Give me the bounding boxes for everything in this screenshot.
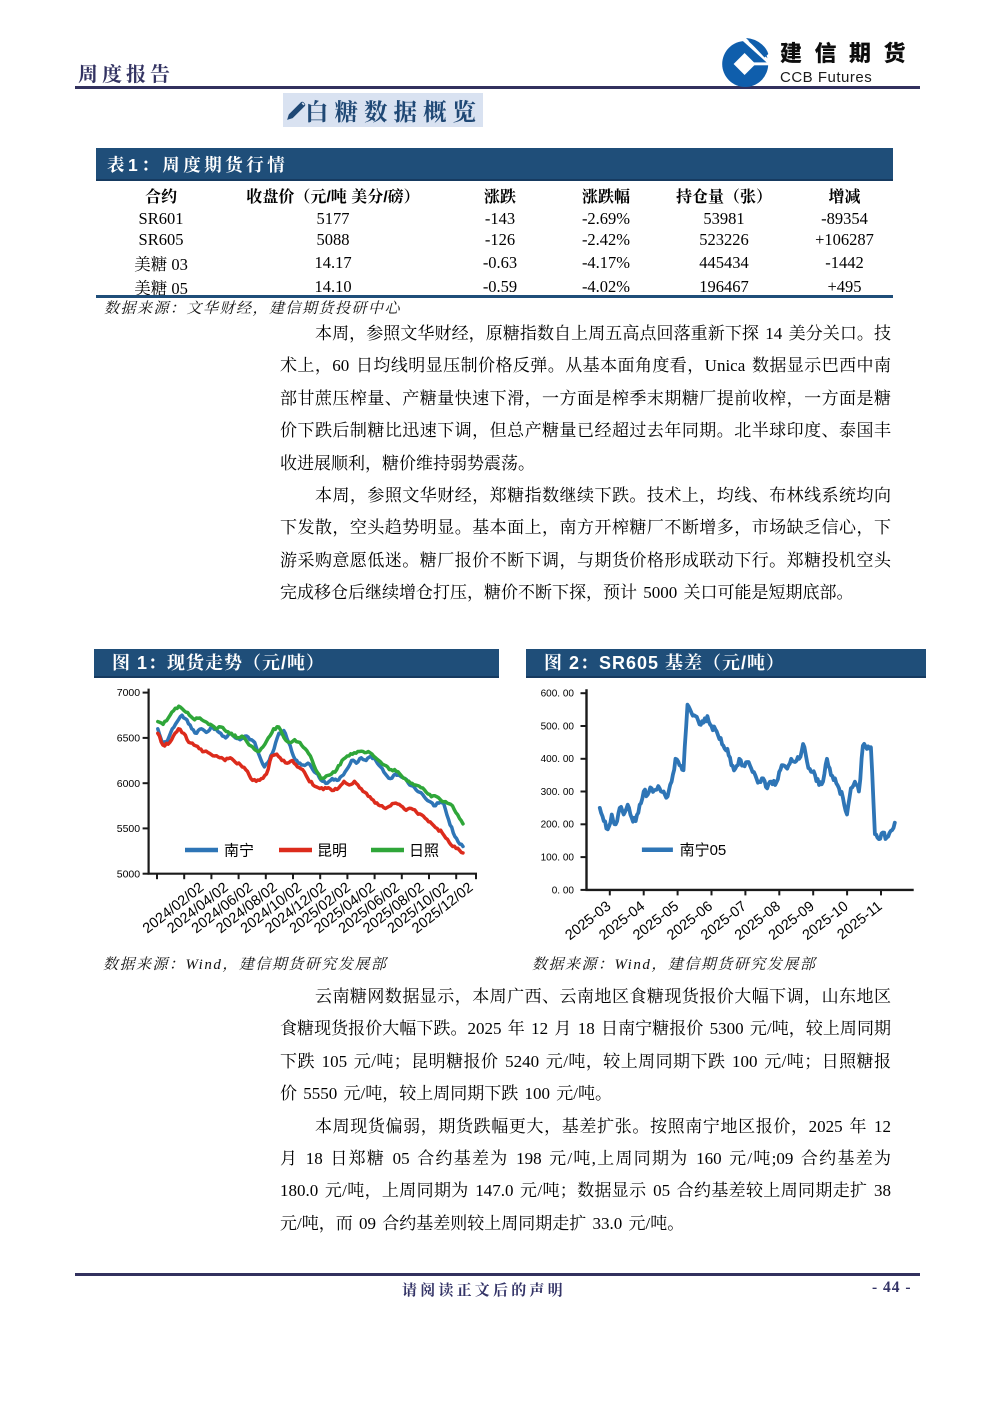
svg-text:500. 00: 500. 00 [541,721,575,732]
svg-text:5500: 5500 [117,823,141,835]
svg-text:300. 00: 300. 00 [541,787,575,798]
svg-text:南宁05: 南宁05 [680,842,727,859]
svg-text:昆明: 昆明 [317,843,347,860]
svg-text:南宁: 南宁 [224,843,254,860]
svg-text:日照: 日照 [409,843,439,860]
svg-text:6000: 6000 [117,778,141,790]
svg-text:400. 00: 400. 00 [541,754,575,765]
svg-text:0. 00: 0. 00 [552,885,575,896]
svg-text:7000: 7000 [117,687,141,699]
svg-text:6500: 6500 [117,733,141,745]
svg-text:200. 00: 200. 00 [541,820,575,831]
svg-text:100. 00: 100. 00 [541,853,575,864]
svg-text:600. 00: 600. 00 [541,689,575,700]
svg-text:5000: 5000 [117,868,141,880]
